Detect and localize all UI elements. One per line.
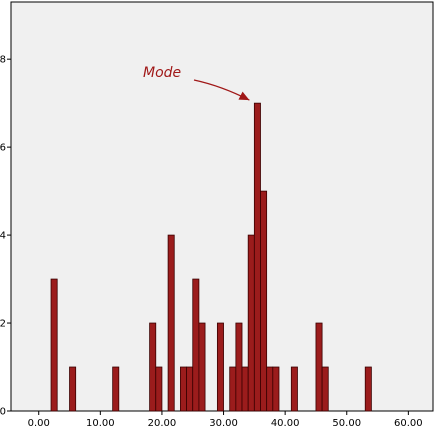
y-tick-label: 2 — [0, 319, 6, 330]
histogram-bar — [321, 366, 329, 412]
histogram-bar — [167, 234, 175, 412]
histogram-bar — [266, 366, 274, 412]
histogram-bar — [112, 366, 120, 412]
y-tick-label: 0 — [0, 407, 6, 418]
histogram-bar — [50, 278, 58, 412]
histogram-bar — [229, 366, 237, 412]
mode-annotation: Mode — [143, 65, 250, 101]
histogram-bar — [192, 278, 200, 412]
histogram-bar — [186, 366, 194, 412]
histogram-bar — [149, 322, 157, 412]
histogram-bar — [235, 322, 243, 412]
histogram-bar — [364, 366, 372, 412]
y-axis: 0 2 4 6 8 — [0, 55, 11, 418]
x-tick-label: 10.00 — [86, 418, 115, 429]
histogram-bar — [290, 366, 298, 412]
bars — [50, 102, 372, 412]
histogram-bar — [216, 322, 224, 412]
x-tick-label: 40.00 — [271, 418, 300, 429]
x-tick-label: 20.00 — [148, 418, 177, 429]
histogram-bar — [180, 366, 187, 412]
histogram-bar — [272, 366, 280, 412]
histogram-bar — [155, 366, 163, 412]
x-axis: 0.00 10.00 20.00 30.00 40.00 50.00 60.00 — [28, 411, 423, 429]
mode-label: Mode — [143, 65, 181, 81]
histogram-bar — [260, 190, 268, 412]
x-tick-label: 30.00 — [209, 418, 238, 429]
histogram-bar — [247, 234, 255, 412]
histogram-bar — [253, 102, 261, 412]
x-tick-label: 50.00 — [332, 418, 361, 429]
y-tick-label: 6 — [0, 143, 6, 154]
histogram-bar — [198, 322, 206, 412]
mode-arrow-head — [238, 91, 250, 101]
histogram-bar — [241, 366, 249, 412]
y-tick-label: 4 — [0, 231, 6, 242]
histogram-bar — [69, 366, 77, 412]
histogram-bar — [315, 322, 323, 412]
x-tick-label: 0.00 — [28, 418, 50, 429]
y-tick-label: 8 — [0, 55, 6, 66]
x-tick-label: 60.00 — [394, 418, 423, 429]
